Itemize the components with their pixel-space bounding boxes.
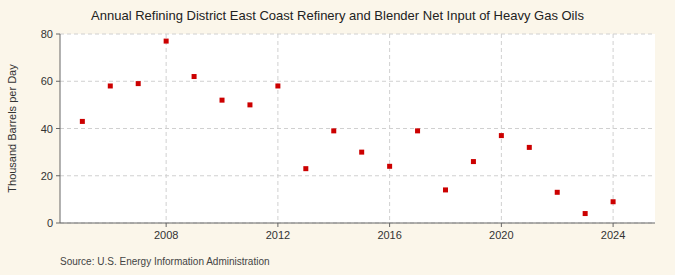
point bbox=[443, 187, 448, 192]
point bbox=[527, 145, 532, 150]
y-tick bbox=[56, 81, 60, 82]
x-tick bbox=[389, 223, 390, 227]
points bbox=[80, 39, 616, 216]
x-grid-line bbox=[389, 34, 390, 223]
axes: 2008 2012 2016 2020 2024 0 20 40 60 80 bbox=[41, 28, 626, 241]
point bbox=[303, 166, 308, 171]
point bbox=[415, 128, 420, 133]
x-grid-line bbox=[613, 34, 614, 223]
point bbox=[331, 128, 336, 133]
y-axis-label: Thousand Barrels per Day bbox=[6, 64, 18, 193]
point bbox=[247, 102, 252, 107]
y-tick bbox=[56, 34, 60, 35]
x-tick bbox=[501, 223, 502, 227]
y-grid-line bbox=[60, 34, 655, 35]
x-tick-label: 2012 bbox=[266, 229, 290, 241]
y-tick-label: 60 bbox=[41, 75, 53, 87]
y-grid-line bbox=[60, 81, 655, 82]
y-tick-label: 80 bbox=[41, 28, 53, 40]
x-tick bbox=[166, 223, 167, 227]
x-tick bbox=[277, 223, 278, 227]
point bbox=[387, 164, 392, 169]
title: Annual Refining District East Coast Refi… bbox=[91, 8, 584, 23]
x-axis-line bbox=[60, 223, 655, 224]
y-tick bbox=[56, 175, 60, 176]
point bbox=[555, 190, 560, 195]
x-grid-line bbox=[166, 34, 167, 223]
x-grid-line bbox=[277, 34, 278, 223]
x-tick-label: 2020 bbox=[489, 229, 513, 241]
y-grid-line bbox=[60, 128, 655, 129]
chart-svg: 2008 2012 2016 2020 2024 0 20 40 60 80 Annual Refi… bbox=[0, 0, 675, 275]
x-grid-line bbox=[501, 34, 502, 223]
plot-background bbox=[60, 34, 655, 223]
point bbox=[192, 74, 197, 79]
point bbox=[220, 98, 225, 103]
y-tick-label: 0 bbox=[47, 217, 53, 229]
y-tick-label: 20 bbox=[41, 170, 53, 182]
y-tick bbox=[56, 223, 60, 224]
point bbox=[136, 81, 141, 86]
y-tick bbox=[56, 128, 60, 129]
chart-container: 2008 2012 2016 2020 2024 0 20 40 60 80 Annual Refi… bbox=[0, 0, 675, 275]
point bbox=[611, 199, 616, 204]
point bbox=[583, 211, 588, 216]
point bbox=[359, 150, 364, 155]
point bbox=[275, 83, 280, 88]
point bbox=[164, 39, 169, 44]
x-tick-label: 2016 bbox=[377, 229, 401, 241]
x-tick bbox=[613, 223, 614, 227]
y-grid-line bbox=[60, 223, 655, 224]
point bbox=[108, 83, 113, 88]
point bbox=[80, 119, 85, 124]
point bbox=[499, 133, 504, 138]
source-note: Source: U.S. Energy Information Administ… bbox=[60, 256, 270, 267]
y-tick-label: 40 bbox=[41, 123, 53, 135]
y-grid-line bbox=[60, 175, 655, 176]
point bbox=[471, 159, 476, 164]
x-tick-label: 2008 bbox=[154, 229, 178, 241]
grid bbox=[60, 34, 655, 223]
x-tick-label: 2024 bbox=[601, 229, 625, 241]
